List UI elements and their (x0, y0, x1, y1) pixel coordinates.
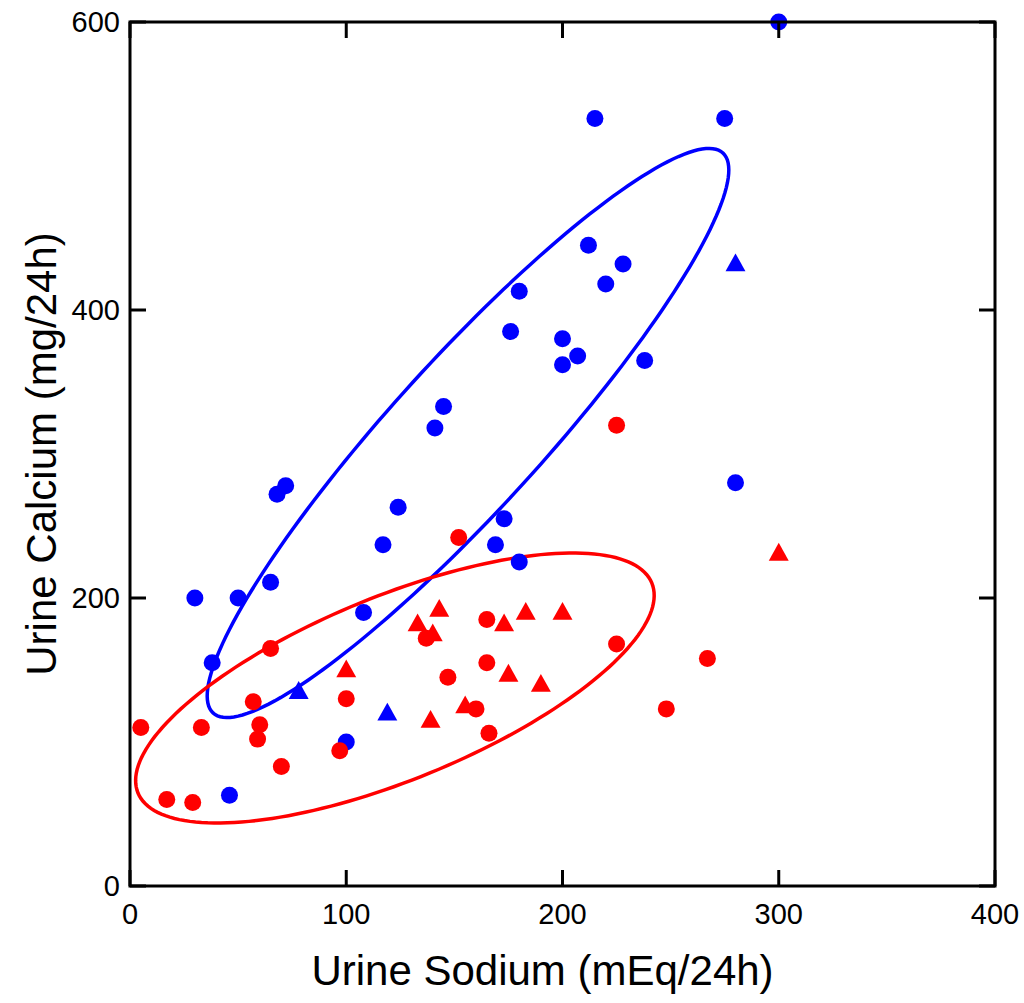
triangle-point (423, 624, 443, 642)
triangle-point (408, 613, 428, 631)
triangle-point (421, 710, 441, 728)
triangle-point (494, 613, 514, 631)
tick-mark (777, 870, 780, 886)
circle-point (487, 536, 504, 553)
circle-point (245, 693, 262, 710)
circle-point (435, 398, 452, 415)
circle-point (478, 654, 495, 671)
circle-point (586, 110, 603, 127)
triangle-point (516, 602, 536, 620)
circle-point (331, 742, 348, 759)
circle-point (439, 669, 456, 686)
circle-point (262, 574, 279, 591)
circle-point (699, 650, 716, 667)
triangle-point (289, 681, 309, 699)
circle-point (273, 758, 290, 775)
tick-label: 300 (755, 898, 803, 930)
tick-mark (994, 870, 997, 886)
triangle-point (498, 664, 518, 682)
tick-label: 100 (322, 898, 370, 930)
circle-point (580, 237, 597, 254)
tick-label: 0 (122, 898, 138, 930)
circle-point (496, 510, 513, 527)
series (186, 14, 787, 804)
tick-mark (979, 309, 995, 312)
tick-mark (345, 22, 348, 38)
circle-point (426, 420, 443, 437)
tick-mark (979, 597, 995, 600)
x-axis-label: Urine Sodium (mEq/24h) (311, 947, 773, 994)
tick-mark (979, 885, 995, 888)
circle-point (478, 611, 495, 628)
plot-frame (130, 22, 995, 886)
tick-mark (129, 22, 132, 38)
y-axis-label: Urine Calcium (mg/24h) (18, 232, 65, 675)
tick-mark (130, 21, 146, 24)
circle-point (636, 352, 653, 369)
tick-label: 0 (104, 870, 120, 902)
ellipse (207, 148, 729, 717)
circle-point (554, 356, 571, 373)
circle-point (262, 640, 279, 657)
circle-point (727, 474, 744, 491)
tick-mark (561, 870, 564, 886)
circle-point (554, 330, 571, 347)
tick-label: 200 (538, 898, 586, 930)
chart: 0 100 200 300 400 0 200 400 600 Urine Sodium (mEq… (0, 0, 1024, 1003)
circle-point (511, 283, 528, 300)
circle-point (230, 590, 247, 607)
tick-mark (777, 22, 780, 38)
triangle-point (429, 599, 449, 617)
circle-point (221, 787, 238, 804)
plot-area (132, 14, 788, 824)
circle-point (184, 794, 201, 811)
tick-label: 400 (72, 294, 120, 326)
triangle-point (769, 543, 789, 561)
tick-mark (979, 21, 995, 24)
series (132, 417, 716, 811)
tick-mark (130, 885, 146, 888)
series (336, 543, 788, 728)
tick-label: 400 (971, 898, 1019, 930)
circle-point (597, 276, 614, 293)
circle-point (269, 486, 286, 503)
circle-point (608, 636, 625, 653)
circle-point (390, 499, 407, 516)
circle-point (502, 323, 519, 340)
tick-label: 200 (72, 582, 120, 614)
tick-mark (130, 309, 146, 312)
triangle-point (336, 660, 356, 678)
circle-point (569, 348, 586, 365)
series (289, 253, 746, 720)
triangle-point (531, 674, 551, 692)
tick-mark (994, 22, 997, 38)
circle-point (608, 417, 625, 434)
tick-mark (345, 870, 348, 886)
circle-point (716, 110, 733, 127)
circle-point (251, 716, 268, 733)
circle-point (480, 725, 497, 742)
tick-mark (129, 870, 132, 886)
circle-point (450, 529, 467, 546)
triangle-point (553, 602, 573, 620)
circle-point (249, 731, 266, 748)
circle-point (615, 255, 632, 272)
circle-point (193, 719, 210, 736)
circle-point (375, 536, 392, 553)
tick-label: 600 (72, 6, 120, 38)
ellipse (136, 553, 655, 823)
triangle-point (726, 253, 746, 271)
circle-point (355, 604, 372, 621)
triangle-point (455, 696, 475, 714)
circle-point (186, 590, 203, 607)
circle-point (204, 654, 221, 671)
tick-mark (561, 22, 564, 38)
circle-point (511, 554, 528, 571)
circle-point (658, 700, 675, 717)
triangle-point (377, 703, 397, 721)
tick-mark (130, 597, 146, 600)
circle-point (158, 791, 175, 808)
circle-point (338, 690, 355, 707)
circle-point (132, 719, 149, 736)
